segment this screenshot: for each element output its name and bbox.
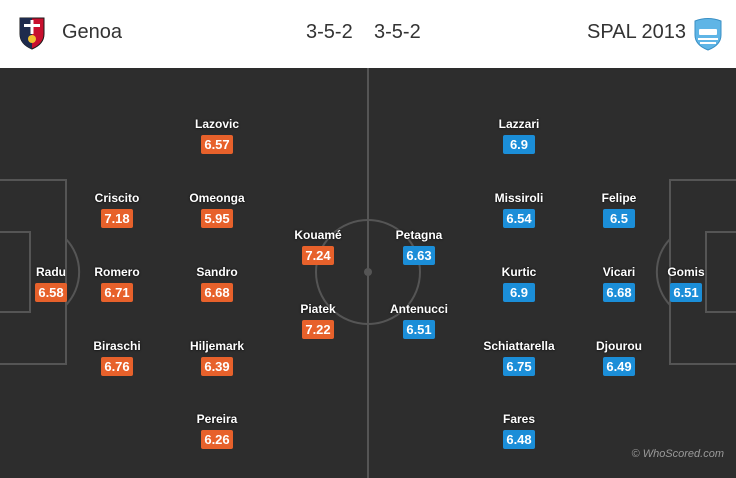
home-player[interactable]: Kouamé 7.24 [278, 228, 358, 265]
player-name: Sandro [196, 265, 238, 279]
away-player[interactable]: Lazzari 6.9 [479, 117, 559, 154]
home-player[interactable]: Romero 6.71 [77, 265, 157, 302]
away-player[interactable]: Kurtic 6.9 [479, 265, 559, 302]
player-rating: 6.51 [670, 283, 702, 302]
home-team-name: Genoa [62, 21, 123, 43]
away-player[interactable]: Schiattarella 6.75 [459, 339, 579, 376]
genoa-crest-icon [19, 17, 45, 50]
player-rating: 6.68 [603, 283, 635, 302]
home-player[interactable]: Biraschi 6.76 [77, 339, 157, 376]
home-player[interactable]: Lazovic 6.57 [177, 117, 257, 154]
player-name: Radu [36, 265, 66, 279]
home-player[interactable]: Radu 6.58 [11, 265, 91, 302]
match-header: Genoa 3-5-2 3-5-2 SPAL 2013 [0, 0, 736, 68]
player-rating: 6.75 [503, 357, 535, 376]
away-player[interactable]: Petagna 6.63 [379, 228, 459, 265]
player-name: Antenucci [389, 302, 448, 316]
player-name: Lazovic [194, 117, 239, 131]
player-rating: 6.51 [403, 320, 435, 339]
away-player[interactable]: Felipe 6.5 [579, 191, 659, 228]
player-name: Biraschi [93, 339, 141, 353]
home-player[interactable]: Hiljemark 6.39 [177, 339, 257, 376]
player-name: Romero [94, 265, 140, 279]
away-team-name: SPAL 2013 [587, 21, 686, 43]
player-name: Criscito [94, 191, 140, 205]
home-player[interactable]: Omeonga 5.95 [177, 191, 257, 228]
player-rating: 6.57 [201, 135, 233, 154]
player-name: Schiattarella [483, 339, 555, 353]
player-rating: 6.76 [101, 357, 133, 376]
player-rating: 6.49 [603, 357, 635, 376]
player-rating: 7.24 [302, 246, 334, 265]
player-rating: 6.26 [201, 430, 233, 449]
player-rating: 6.9 [503, 283, 535, 302]
player-rating: 6.58 [35, 283, 67, 302]
player-name: Felipe [601, 191, 637, 205]
player-name: Gomis [667, 265, 705, 279]
pitch: Radu 6.58 Criscito 7.18 Romero 6.71 Bira… [0, 68, 736, 478]
player-rating: 6.71 [101, 283, 133, 302]
player-rating: 5.95 [201, 209, 233, 228]
player-name: Hiljemark [189, 339, 245, 353]
player-rating: 7.22 [302, 320, 334, 339]
player-rating: 6.54 [503, 209, 535, 228]
home-player[interactable]: Piatek 7.22 [278, 302, 358, 339]
player-name: Lazzari [498, 117, 540, 131]
player-name: Petagna [395, 228, 443, 242]
away-player[interactable]: Djourou 6.49 [579, 339, 659, 376]
player-name: Pereira [196, 412, 238, 426]
player-name: Fares [502, 412, 536, 426]
player-name: Kouamé [294, 228, 342, 242]
player-rating: 6.68 [201, 283, 233, 302]
away-player[interactable]: Gomis 6.51 [646, 265, 726, 302]
player-name: Missiroli [494, 191, 544, 205]
player-rating: 6.9 [503, 135, 535, 154]
spal-crest-icon [694, 18, 722, 51]
away-formation: 3-5-2 [374, 21, 421, 43]
player-name: Kurtic [501, 265, 537, 279]
player-name: Djourou [596, 339, 642, 353]
player-rating: 6.39 [201, 357, 233, 376]
home-player[interactable]: Pereira 6.26 [177, 412, 257, 449]
player-name: Omeonga [189, 191, 245, 205]
watermark: © WhoScored.com [631, 448, 724, 460]
home-formation: 3-5-2 [306, 21, 353, 43]
player-rating: 6.5 [603, 209, 635, 228]
home-player[interactable]: Criscito 7.18 [77, 191, 157, 228]
player-name: Piatek [300, 302, 336, 316]
away-player[interactable]: Antenucci 6.51 [379, 302, 459, 339]
pitch-lines [0, 68, 736, 478]
player-name: Vicari [602, 265, 636, 279]
player-rating: 7.18 [101, 209, 133, 228]
away-player[interactable]: Fares 6.48 [479, 412, 559, 449]
player-rating: 6.63 [403, 246, 435, 265]
away-player[interactable]: Missiroli 6.54 [479, 191, 559, 228]
home-player[interactable]: Sandro 6.68 [177, 265, 257, 302]
player-rating: 6.48 [503, 430, 535, 449]
away-player[interactable]: Vicari 6.68 [579, 265, 659, 302]
